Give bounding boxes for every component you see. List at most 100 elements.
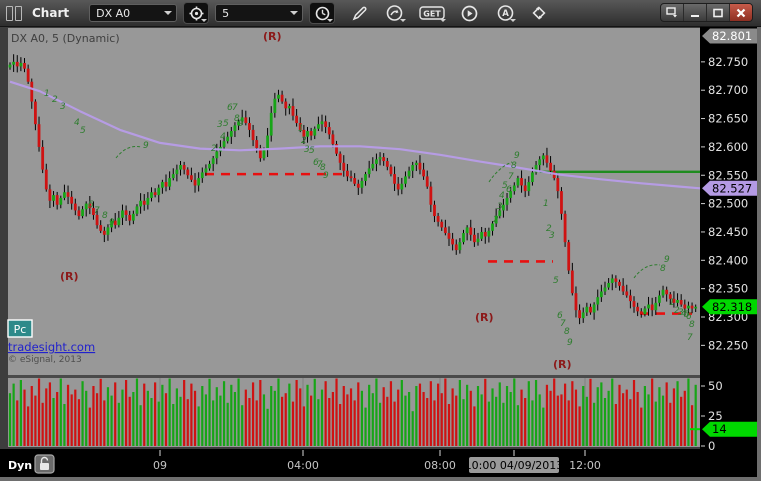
candlestick xyxy=(396,183,400,190)
volume-bar xyxy=(335,378,338,446)
close-button[interactable] xyxy=(729,4,752,21)
candlestick xyxy=(458,242,462,251)
get-data-button[interactable]: GET xyxy=(417,3,447,23)
td-count-label: 3 xyxy=(678,308,684,318)
tradesight-link[interactable]: tradesight.com xyxy=(8,340,95,354)
candlestick xyxy=(248,123,251,130)
candlestick xyxy=(240,117,244,122)
price-axis[interactable]: 82.750 82.700 82.650 82.600 82.550 82.500 82.4… xyxy=(701,55,748,353)
volume-bar xyxy=(85,390,88,446)
volume-bar xyxy=(342,386,345,446)
volume-bar xyxy=(241,405,244,446)
candlestick xyxy=(625,291,629,296)
volume-bar xyxy=(476,386,480,446)
candlestick xyxy=(534,165,538,173)
candlestick xyxy=(639,311,643,315)
candlestick xyxy=(418,162,422,170)
candlestick xyxy=(262,149,266,159)
interval-time-button[interactable] xyxy=(309,2,336,24)
volume-bar xyxy=(487,401,490,446)
lock-button[interactable] xyxy=(34,454,55,474)
candlestick xyxy=(603,287,607,292)
candlestick xyxy=(269,112,273,136)
symbol-combobox[interactable]: DX A0 xyxy=(89,4,178,22)
symbol-settings-button[interactable] xyxy=(183,2,210,24)
volume-bar xyxy=(444,378,447,446)
candlestick xyxy=(33,101,37,125)
td-count-label: 7 xyxy=(94,206,100,216)
candlestick xyxy=(306,131,309,137)
pane-divider[interactable] xyxy=(8,375,700,378)
candlestick xyxy=(483,231,487,237)
price-tick-label: 82.350 xyxy=(708,282,748,296)
volume-bar xyxy=(302,406,305,446)
candlestick xyxy=(411,165,415,171)
volume-bar xyxy=(524,398,527,446)
candlestick xyxy=(52,195,55,201)
candlestick xyxy=(287,106,291,109)
td-count-label: 2 xyxy=(52,95,58,105)
chevron-down-icon xyxy=(510,19,517,22)
volume-bar xyxy=(647,394,650,446)
volume-bar xyxy=(680,396,683,446)
candlestick xyxy=(356,183,360,188)
bottom-frame xyxy=(0,477,761,481)
price-tick-label: 82.750 xyxy=(708,55,748,69)
annotation-button[interactable]: A xyxy=(493,3,517,23)
candlestick xyxy=(433,204,436,217)
volume-bar xyxy=(110,395,113,446)
price-tick-label: 82.400 xyxy=(708,253,748,267)
candlestick xyxy=(694,306,698,309)
candlestick xyxy=(258,148,262,159)
candlestick xyxy=(211,158,215,164)
td-count-label: 9 xyxy=(323,171,329,181)
candlestick xyxy=(255,140,259,149)
volume-bar xyxy=(513,378,516,446)
candlestick xyxy=(364,174,367,181)
candlestick xyxy=(574,293,578,311)
pane-select-button[interactable] xyxy=(661,4,683,21)
play-button[interactable] xyxy=(457,3,481,23)
volume-bar xyxy=(549,390,552,446)
candlestick xyxy=(99,225,103,231)
svg-text:A: A xyxy=(502,9,509,19)
maximize-button[interactable] xyxy=(706,4,729,21)
candlestick xyxy=(55,195,59,205)
chart-symbol-label: DX A0, 5 (Dynamic) xyxy=(11,32,120,45)
candlestick xyxy=(338,153,342,163)
volume-bar xyxy=(117,402,120,446)
volume-bar xyxy=(614,404,617,446)
candlestick xyxy=(291,106,295,116)
volume-bar xyxy=(694,384,697,446)
draw-pencil-button[interactable] xyxy=(347,3,371,23)
candlestick xyxy=(389,166,393,175)
trendline-tool-button[interactable] xyxy=(383,3,407,23)
candlestick xyxy=(164,182,168,187)
interval-combobox[interactable]: 5 xyxy=(215,4,304,22)
candlestick xyxy=(110,220,113,228)
td-count-label: 9 xyxy=(664,255,670,265)
time-axis[interactable]: 09 04:00 08:00 10:00 04/09/2013 12:00 xyxy=(153,450,601,473)
volume-bar xyxy=(88,407,91,446)
volume-bar xyxy=(360,390,364,446)
candlestick xyxy=(233,125,237,132)
minimize-icon xyxy=(691,14,699,17)
candlestick xyxy=(360,180,364,188)
gear-icon xyxy=(189,6,204,20)
volume-bar xyxy=(509,392,512,446)
session-high-badge-value: 82.801 xyxy=(712,29,752,43)
dyn-button[interactable]: Dyn xyxy=(8,459,32,472)
volume-bar xyxy=(103,400,106,446)
candlestick xyxy=(186,169,190,176)
minimize-button[interactable] xyxy=(683,4,706,21)
td-count-label: 9 xyxy=(238,119,244,129)
volume-bar xyxy=(317,399,320,446)
window-select-icon xyxy=(666,7,677,18)
td-count-label: 2 xyxy=(211,144,217,154)
candlestick xyxy=(469,227,473,235)
volume-bar xyxy=(437,383,440,446)
link-tool-button[interactable] xyxy=(527,3,551,23)
td-count-label: 9 xyxy=(109,218,115,228)
candlestick xyxy=(251,129,255,141)
